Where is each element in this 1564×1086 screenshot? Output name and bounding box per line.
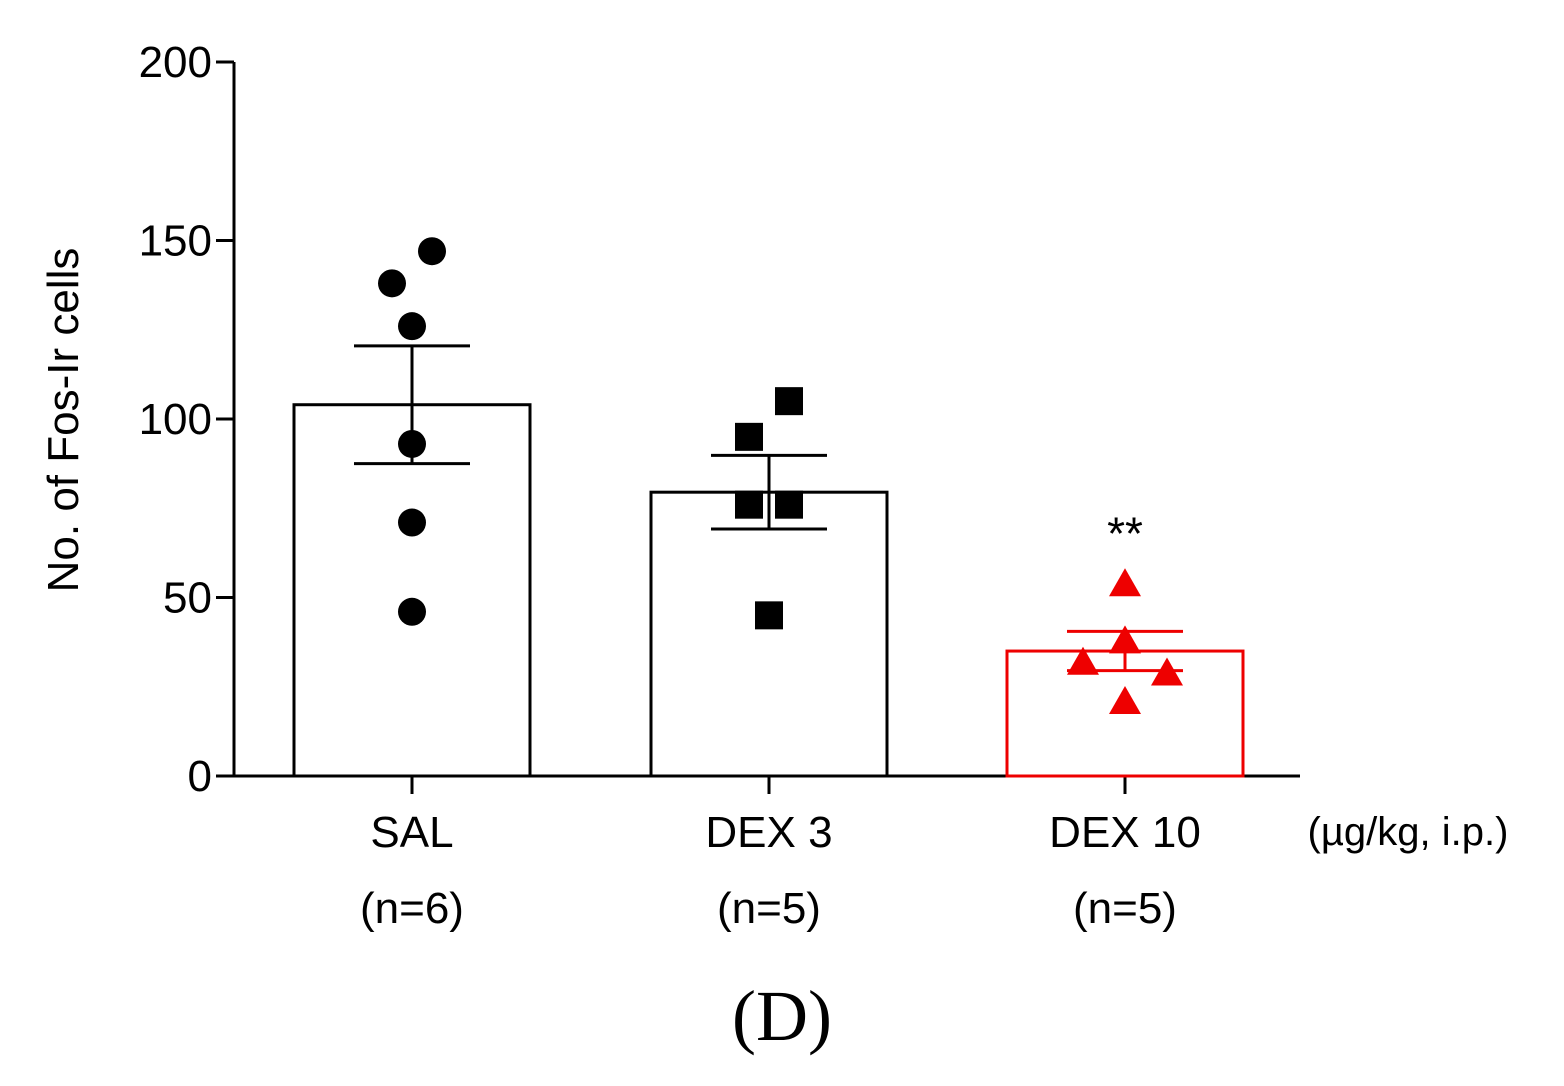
data-point bbox=[398, 429, 426, 458]
x-tick-label: SAL bbox=[370, 808, 453, 857]
data-point bbox=[755, 601, 783, 630]
data-point bbox=[1109, 625, 1141, 654]
n-label: (n=5) bbox=[1073, 884, 1177, 933]
data-point bbox=[398, 312, 426, 341]
n-label: (n=5) bbox=[717, 884, 821, 933]
labels: No. of Fos-Ir cells (µg/kg, i.p.) (D) SA… bbox=[39, 248, 1508, 1056]
y-tick-label: 50 bbox=[163, 574, 212, 623]
y-tick-label: 150 bbox=[139, 217, 212, 266]
data-point bbox=[1109, 568, 1141, 597]
y-axis-label: No. of Fos-Ir cells bbox=[39, 248, 88, 593]
bar-dex-3 bbox=[649, 490, 889, 778]
x-tick-label: DEX 10 bbox=[1049, 808, 1201, 857]
data-point bbox=[378, 269, 406, 298]
n-label: (n=6) bbox=[360, 884, 464, 933]
data-points bbox=[378, 237, 1183, 715]
data-point bbox=[398, 508, 426, 537]
y-tick-label: 200 bbox=[139, 38, 212, 87]
y-tick-label: 100 bbox=[139, 395, 212, 444]
bars bbox=[292, 403, 1245, 778]
data-point bbox=[1067, 646, 1099, 675]
data-point bbox=[735, 490, 763, 519]
data-point bbox=[735, 422, 763, 451]
x-tick-label: DEX 3 bbox=[705, 808, 832, 857]
data-point bbox=[418, 237, 446, 266]
panel-label: (D) bbox=[732, 976, 832, 1056]
unit-label: (µg/kg, i.p.) bbox=[1308, 810, 1509, 854]
y-tick-label: 0 bbox=[188, 752, 212, 801]
data-point bbox=[775, 490, 803, 519]
data-point bbox=[1109, 686, 1141, 715]
data-point bbox=[398, 597, 426, 626]
significance-marker: ** bbox=[1107, 507, 1143, 559]
data-point bbox=[1151, 657, 1183, 686]
data-point bbox=[775, 387, 803, 416]
